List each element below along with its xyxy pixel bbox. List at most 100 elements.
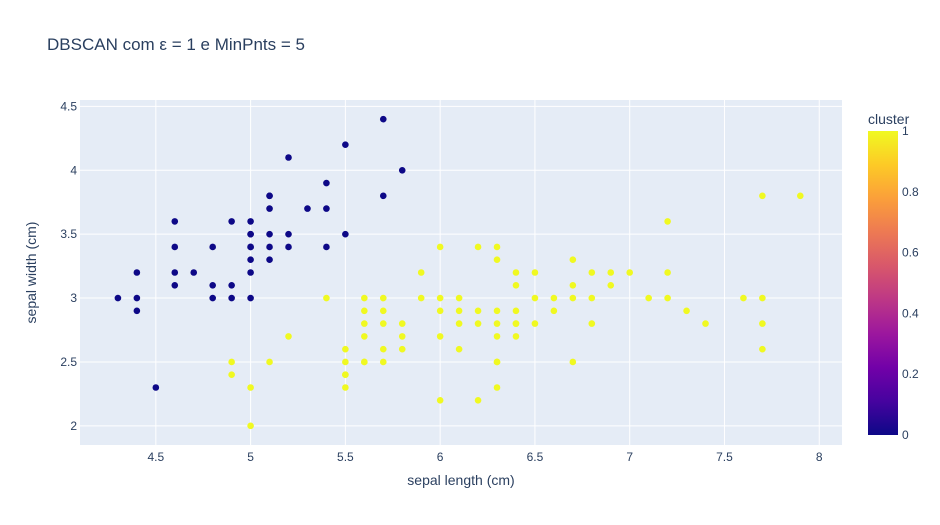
data-point-cluster-0 [171,243,179,251]
colorbar-title: cluster [868,111,910,127]
data-point-cluster-1 [645,294,652,302]
data-point-cluster-1 [436,294,444,302]
data-point-cluster-1 [759,294,766,302]
data-point-cluster-1 [607,281,615,289]
data-point-cluster-1 [417,269,425,276]
colorbar-tick-label: 0 [902,428,909,442]
data-point-cluster-0 [133,307,141,315]
data-point-cluster-0 [247,243,254,251]
data-point-cluster-0 [285,243,292,251]
data-point-cluster-1 [588,320,596,327]
data-point-cluster-1 [455,320,463,327]
data-point-cluster-0 [209,294,216,302]
data-point-cluster-1 [512,320,520,327]
colorbar-tick-label: 0.2 [902,367,919,381]
data-point-cluster-0 [171,269,179,276]
data-point-cluster-0 [323,205,330,212]
plot-area [80,100,842,445]
data-point-cluster-1 [759,320,766,327]
data-point-cluster-0 [379,115,387,123]
data-point-cluster-1 [664,294,671,302]
data-points [114,115,804,430]
data-point-cluster-1 [436,333,444,340]
data-point-cluster-0 [285,154,292,161]
data-point-cluster-1 [493,384,501,391]
data-point-cluster-1 [436,243,444,251]
data-point-cluster-0 [171,281,179,289]
data-point-cluster-1 [455,345,463,353]
data-point-cluster-1 [550,294,558,302]
data-point-cluster-1 [531,294,539,302]
data-point-cluster-1 [493,358,501,366]
data-point-cluster-1 [588,294,596,302]
data-point-cluster-0 [266,243,273,251]
data-point-cluster-1 [702,320,709,327]
data-point-cluster-0 [114,294,122,302]
data-point-cluster-0 [323,179,330,187]
data-point-cluster-1 [398,345,406,353]
data-point-cluster-1 [474,243,482,251]
x-tick-label: 6.5 [527,450,544,464]
x-tick-label: 5 [247,450,254,464]
x-axis-ticks: 4.5 5 5.5 6 6.5 7 7.5 8 [147,450,822,464]
data-point-cluster-1 [664,218,671,225]
x-tick-label: 8 [816,450,823,464]
data-point-cluster-1 [569,281,577,289]
data-point-cluster-1 [455,307,463,315]
data-point-cluster-1 [436,307,444,315]
data-point-cluster-1 [379,358,387,366]
data-point-cluster-1 [247,384,254,391]
colorbar-tick-label: 1 [902,124,909,138]
x-tick-label: 7 [626,450,633,464]
data-point-cluster-1 [398,333,406,340]
data-point-cluster-0 [228,281,235,289]
data-point-cluster-1 [683,307,690,315]
data-point-cluster-1 [247,422,254,430]
data-point-cluster-0 [247,294,254,302]
data-point-cluster-0 [342,230,349,238]
data-point-cluster-1 [266,358,273,366]
colorbar-ticks: 0 0.2 0.4 0.6 0.8 1 [902,124,919,442]
data-point-cluster-0 [398,166,406,174]
x-tick-label: 4.5 [147,450,164,464]
data-point-cluster-1 [379,320,387,327]
data-point-cluster-1 [361,294,368,302]
data-point-cluster-1 [759,192,766,200]
data-point-cluster-0 [266,192,273,200]
data-point-cluster-1 [796,192,804,200]
x-axis-title: sepal length (cm) [407,472,514,488]
data-point-cluster-1 [512,307,520,315]
data-point-cluster-1 [436,396,444,404]
data-point-cluster-1 [550,307,558,315]
data-point-cluster-1 [493,243,501,251]
data-point-cluster-1 [379,345,387,353]
data-point-cluster-1 [664,269,671,276]
data-point-cluster-1 [342,358,349,366]
data-point-cluster-0 [228,218,235,225]
y-tick-label: 2.5 [60,355,77,369]
data-point-cluster-1 [759,345,766,353]
data-point-cluster-1 [342,345,349,353]
data-point-cluster-1 [323,294,330,302]
data-point-cluster-1 [417,294,425,302]
data-point-cluster-0 [342,141,349,149]
data-point-cluster-1 [493,307,501,315]
data-point-cluster-0 [133,294,141,302]
colorbar [868,131,898,435]
data-point-cluster-1 [569,256,577,264]
y-tick-label: 4 [70,163,77,177]
data-point-cluster-1 [740,294,747,302]
data-point-cluster-1 [455,294,463,302]
y-tick-label: 3.5 [60,227,77,241]
data-point-cluster-1 [361,358,368,366]
x-tick-label: 7.5 [716,450,733,464]
y-axis-ticks: 2 2.5 3 3.5 4 4.5 [60,99,77,432]
data-point-cluster-1 [474,307,482,315]
data-point-cluster-1 [342,384,349,391]
data-point-cluster-1 [474,320,482,327]
data-point-cluster-0 [323,243,330,251]
data-point-cluster-1 [379,307,387,315]
data-point-cluster-1 [569,294,577,302]
y-axis-title: sepal width (cm) [23,222,39,324]
